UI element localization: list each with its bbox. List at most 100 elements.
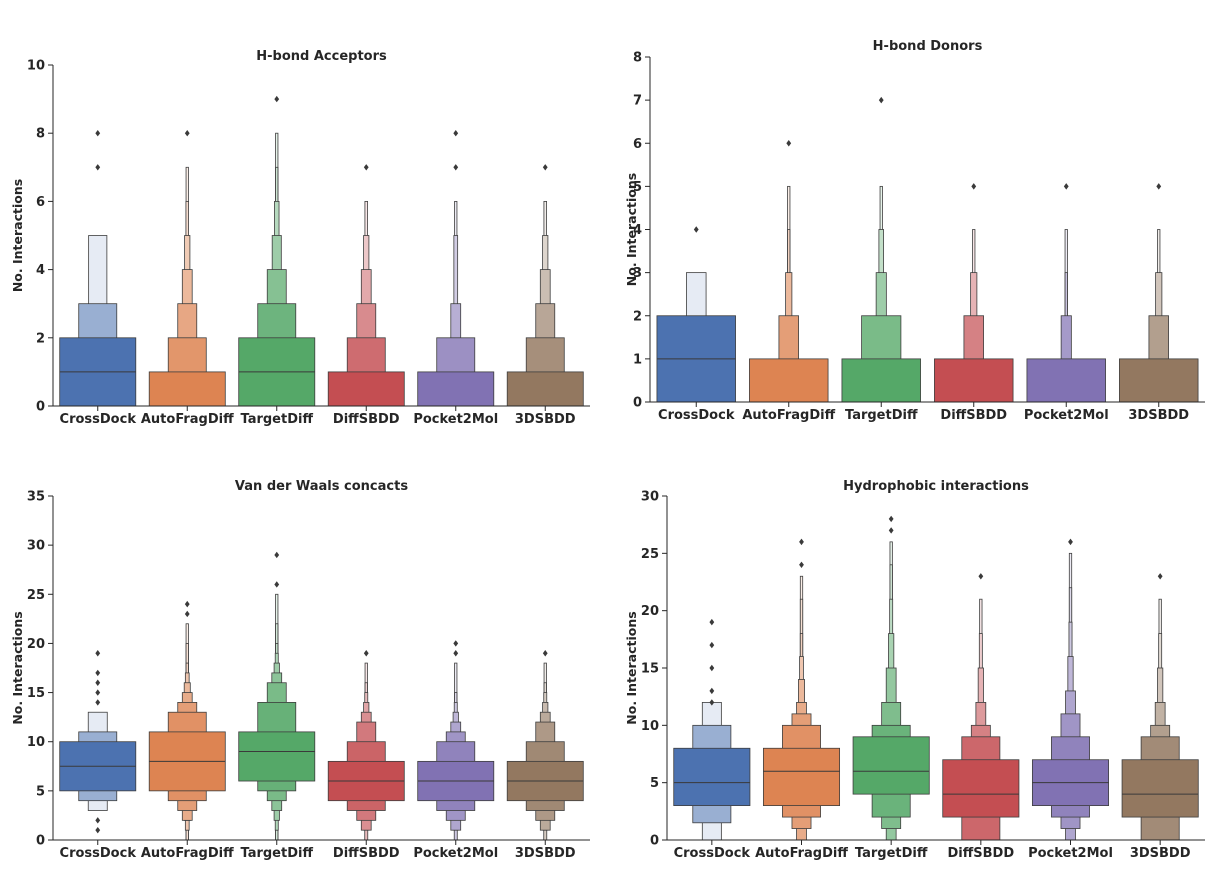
- outlier-point: [1156, 183, 1162, 190]
- y-tick-label: 0: [36, 834, 45, 849]
- outlier-point: [363, 650, 369, 657]
- outlier-point: [978, 573, 984, 580]
- x-tick-label: Pocket2Mol: [413, 412, 498, 427]
- outlier-point: [542, 650, 548, 657]
- outlier-point: [453, 640, 459, 647]
- y-tick-label: 1: [633, 352, 642, 367]
- x-tick-label: Pocket2Mol: [1024, 408, 1109, 423]
- panel-title: H-bond Acceptors: [256, 49, 387, 64]
- outlier-point: [453, 130, 459, 137]
- y-tick-label: 30: [27, 539, 45, 554]
- y-tick-label: 15: [27, 686, 45, 701]
- x-tick-label: AutoFragDiff: [755, 846, 848, 861]
- panel-3: Van der Waals concacts No. Interactions 0 5…: [10, 479, 590, 861]
- y-axis-title: No. Interactions: [10, 611, 25, 724]
- x-tick-label: CrossDock: [674, 846, 751, 861]
- y-tick-label: 15: [641, 662, 659, 677]
- outlier-point: [274, 95, 280, 103]
- y-tick-label: 25: [27, 588, 45, 603]
- boxen-level: [238, 731, 316, 782]
- series-AutoFragDiff: [749, 140, 829, 403]
- boxen-level: [762, 747, 841, 806]
- y-tick-label: 3: [633, 266, 642, 281]
- outlier-point: [799, 561, 804, 568]
- series-DiffSBDD: [327, 164, 405, 407]
- boxen-level: [841, 358, 921, 403]
- series-Pocket2Mol: [417, 130, 495, 407]
- y-axis-title: No. Interactions: [624, 173, 639, 286]
- series-Pocket2Mol: [1026, 183, 1106, 403]
- outlier-point: [1068, 538, 1073, 546]
- y-tick-label: 20: [641, 604, 659, 619]
- series-CrossDock: [59, 650, 137, 834]
- outlier-point: [786, 140, 792, 147]
- x-tick-label: 3DSBDD: [515, 412, 576, 427]
- y-tick-label: 0: [633, 396, 642, 411]
- series-CrossDock: [656, 226, 736, 403]
- series-DiffSBDD: [934, 183, 1014, 403]
- boxen-level: [327, 371, 405, 407]
- boxen-level: [749, 358, 829, 403]
- panel-1: H-bond Acceptors No. Interactions 0 2 4 6 8 10 C…: [10, 49, 590, 427]
- outlier-point: [95, 699, 101, 706]
- outlier-point: [184, 600, 190, 608]
- outlier-point: [971, 183, 977, 190]
- y-tick-label: 7: [633, 94, 642, 109]
- series-Pocket2Mol: [417, 640, 495, 841]
- x-tick-label: DiffSBDD: [333, 846, 400, 861]
- y-tick-label: 8: [633, 51, 642, 66]
- y-tick-label: 8: [36, 127, 45, 142]
- panel-title: Hydrophobic interactions: [843, 479, 1029, 494]
- outlier-point: [274, 551, 280, 559]
- y-tick-label: 0: [650, 834, 659, 849]
- y-tick-label: 25: [641, 547, 659, 562]
- outlier-point: [709, 699, 715, 706]
- x-tick-label: TargetDiff: [855, 846, 928, 861]
- x-tick-label: DiffSBDD: [333, 412, 400, 427]
- y-tick-label: 4: [633, 223, 642, 238]
- y-tick-label: 10: [27, 59, 45, 74]
- outlier-point: [709, 687, 715, 695]
- boxen-level: [148, 371, 226, 407]
- boxen-level: [417, 371, 495, 407]
- y-tick-label: 5: [650, 776, 659, 791]
- series-AutoFragDiff: [762, 538, 841, 841]
- outlier-point: [693, 226, 699, 233]
- outlier-point: [184, 610, 190, 618]
- series-TargetDiff: [841, 96, 921, 403]
- boxen-level: [673, 747, 751, 806]
- x-tick-label: TargetDiff: [241, 412, 314, 427]
- y-tick-label: 10: [27, 735, 45, 750]
- boxen-level: [942, 759, 1020, 818]
- outlier-point: [878, 96, 884, 104]
- outlier-point: [709, 641, 715, 649]
- y-tick-label: 5: [633, 180, 642, 195]
- series-CrossDock: [59, 130, 137, 407]
- y-tick-label: 20: [27, 637, 45, 652]
- x-tick-label: AutoFragDiff: [141, 846, 234, 861]
- panel-4: Hydrophobic interactions No. Interactions…: [624, 479, 1205, 861]
- x-tick-label: AutoFragDiff: [141, 412, 234, 427]
- outlier-point: [1157, 573, 1163, 580]
- series-AutoFragDiff: [148, 130, 226, 407]
- y-tick-label: 5: [36, 784, 45, 799]
- series-3DSBDD: [1119, 183, 1199, 403]
- x-tick-label: 3DSBDD: [515, 846, 576, 861]
- x-tick-label: AutoFragDiff: [742, 408, 835, 423]
- series-TargetDiff: [238, 551, 316, 841]
- boxen-level: [1119, 358, 1199, 403]
- boxen-level: [506, 371, 584, 407]
- outlier-point: [888, 527, 894, 534]
- x-tick-label: 3DSBDD: [1130, 846, 1191, 861]
- y-tick-label: 30: [641, 490, 659, 505]
- outlier-point: [95, 130, 101, 137]
- y-tick-label: 10: [641, 719, 659, 734]
- y-axis-title: No. Interactions: [10, 179, 25, 292]
- outlier-point: [95, 826, 101, 834]
- x-tick-label: CrossDock: [658, 408, 735, 423]
- boxen-level: [934, 358, 1014, 403]
- outlier-point: [95, 689, 101, 696]
- series-DiffSBDD: [942, 573, 1020, 841]
- series-AutoFragDiff: [148, 600, 226, 841]
